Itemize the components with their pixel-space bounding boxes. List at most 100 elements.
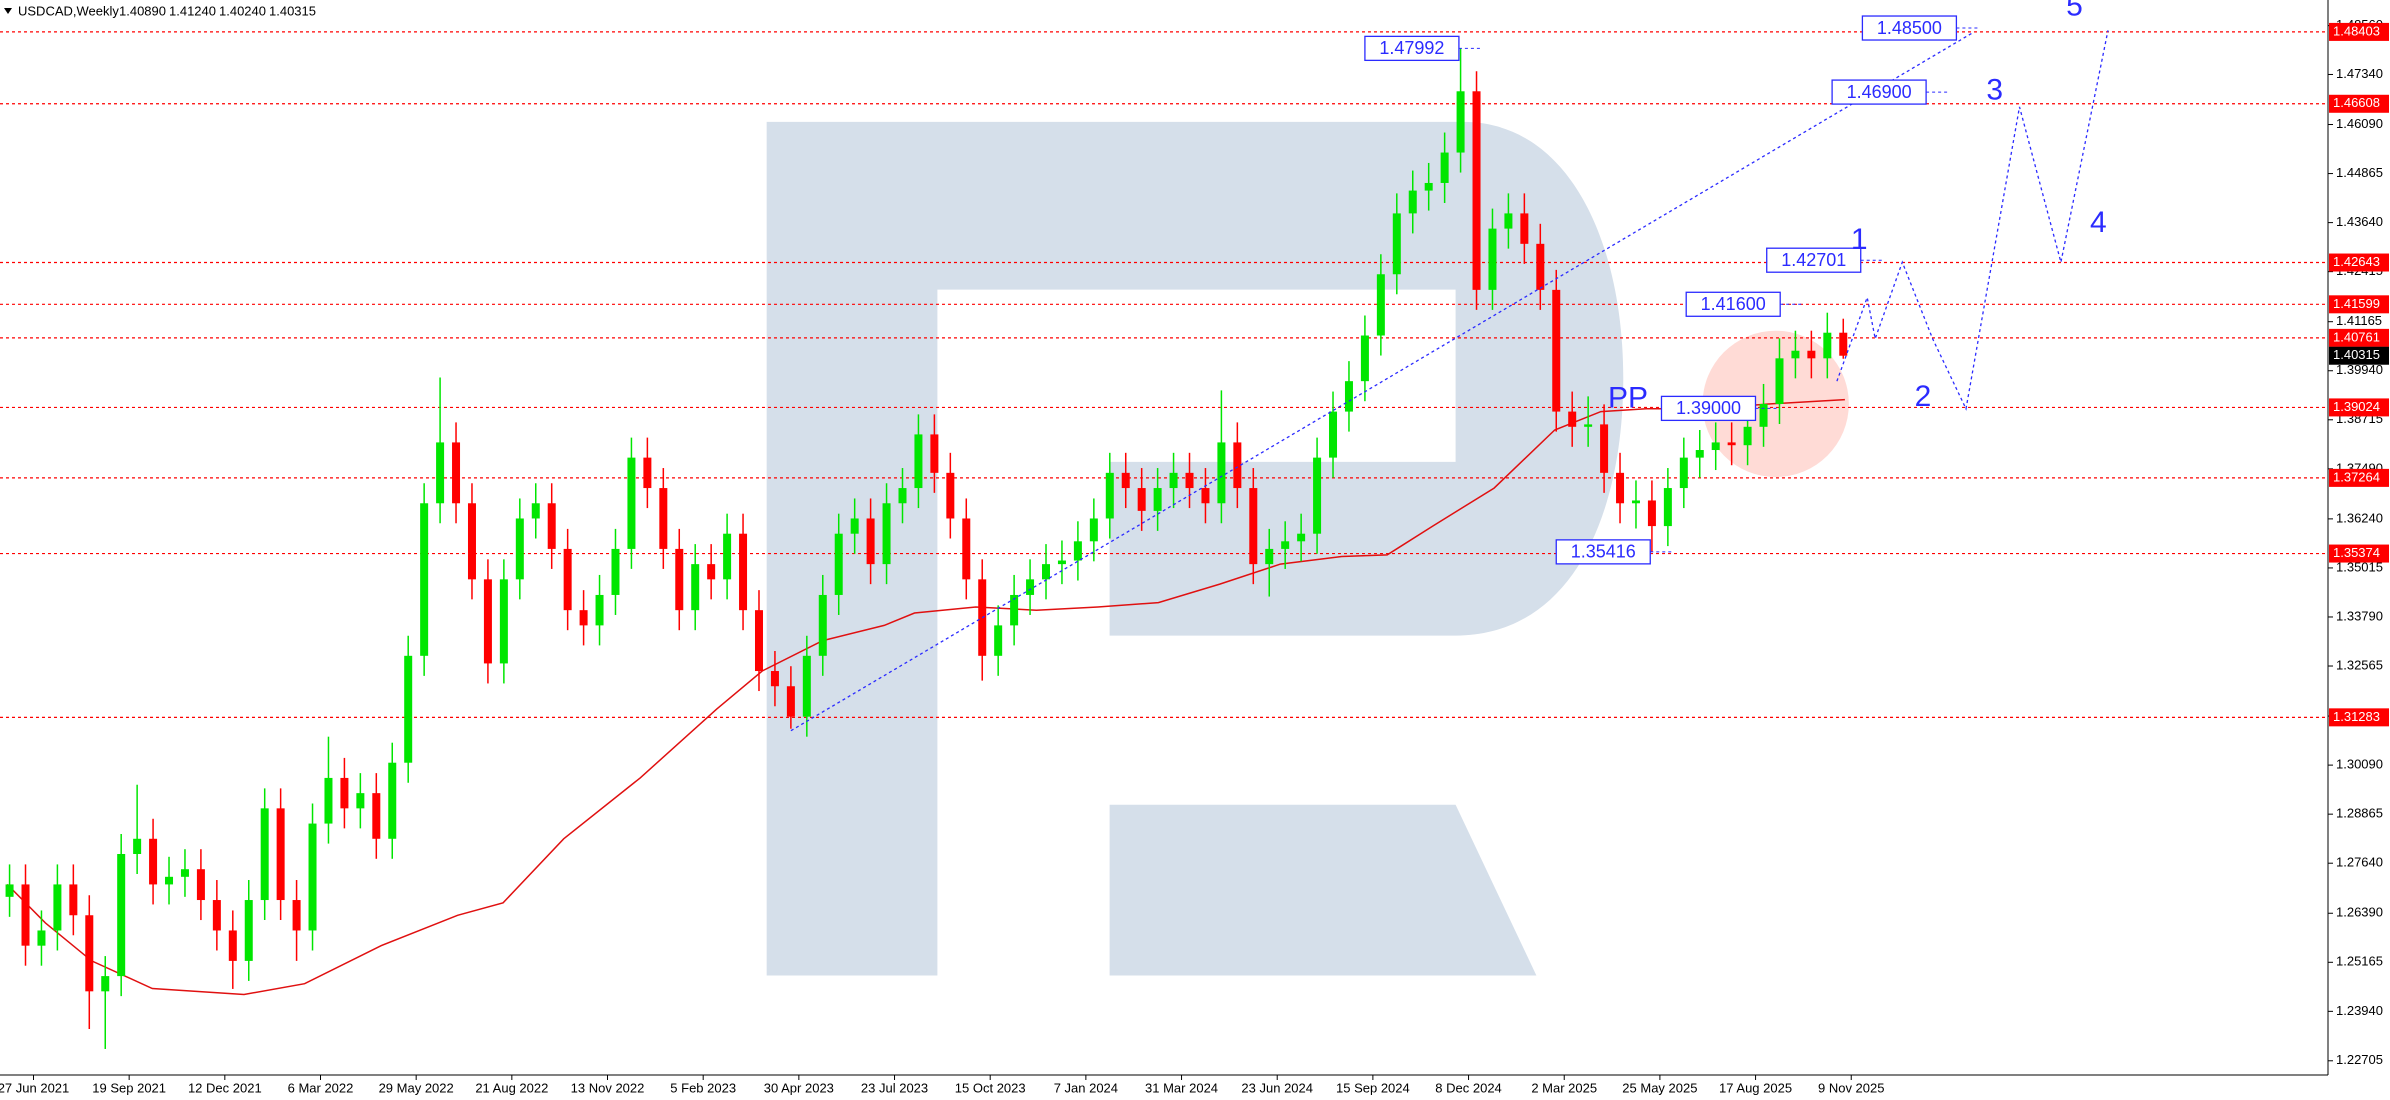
x-tick-label: 12 Dec 2021 [188, 1080, 262, 1095]
candle-body [69, 884, 78, 916]
candle-body [1026, 579, 1035, 595]
x-tick-label: 5 Feb 2023 [670, 1080, 736, 1095]
candle-body [802, 655, 811, 717]
candle-body [563, 548, 572, 611]
x-tick-label: 9 Nov 2025 [1818, 1080, 1885, 1095]
current-price-box [2329, 346, 2389, 365]
candle-body [834, 533, 843, 595]
candle-body [707, 564, 716, 580]
wave-label: 3 [1986, 74, 2003, 107]
y-tick-label: 1.30090 [2336, 757, 2383, 772]
y-tick-label: 1.22705 [2336, 1052, 2383, 1067]
price-label-box [1831, 79, 1927, 105]
candle-body [1169, 472, 1178, 489]
candle-body [1073, 541, 1082, 561]
price-label: 1.48500 [1877, 18, 1942, 38]
candle-body [483, 579, 492, 664]
candle-body [5, 884, 14, 897]
x-tick-label: 29 May 2022 [379, 1080, 454, 1095]
candle-body [1313, 457, 1322, 534]
price-label: 1.42701 [1781, 250, 1846, 270]
y-tick-label: 1.39940 [2336, 362, 2383, 377]
candle-body [180, 869, 189, 877]
level-label: 1.40761 [2333, 329, 2380, 344]
y-tick-label: 1.35015 [2336, 559, 2383, 574]
candle-body [324, 777, 333, 824]
pivot-label: PP [1608, 381, 1648, 414]
candle-body [962, 518, 971, 580]
candle-body [627, 457, 636, 549]
y-tick-label: 1.25165 [2336, 954, 2383, 969]
candle-body [499, 579, 508, 664]
candle-body [914, 434, 923, 489]
candle-body [659, 488, 668, 549]
price-label-box [1861, 15, 1958, 41]
candle-body [1647, 500, 1656, 527]
candle-body [531, 503, 540, 519]
y-tick-label: 1.46090 [2336, 116, 2383, 131]
candle-body [1121, 472, 1130, 489]
x-tick-label: 7 Jan 2024 [1054, 1080, 1118, 1095]
candle-body [276, 808, 285, 901]
wave-label: 2 [1915, 380, 1932, 413]
wave-label: 5 [2066, 0, 2083, 23]
wave-label: 4 [2090, 206, 2107, 239]
level-label: 1.48403 [2333, 23, 2380, 38]
candle-body [611, 548, 620, 595]
candle-body [723, 533, 732, 580]
candle-body [1631, 500, 1640, 504]
y-tick-label: 1.27640 [2336, 855, 2383, 870]
candle-body [1791, 350, 1800, 359]
candle-body [770, 671, 779, 687]
level-label-box [2329, 295, 2389, 314]
candle-body [1711, 442, 1720, 451]
candle-body [1743, 426, 1752, 446]
candle-body [1568, 411, 1577, 427]
candle-body [1663, 488, 1672, 527]
y-tick-label: 1.36240 [2336, 510, 2383, 525]
candle-body [1057, 560, 1066, 565]
price-label: 1.47992 [1379, 38, 1444, 58]
candle-body [1360, 335, 1369, 382]
price-label: 1.39000 [1676, 398, 1741, 418]
x-tick-label: 8 Dec 2024 [1435, 1080, 1502, 1095]
price-label: 1.46900 [1847, 82, 1912, 102]
header-value: 1.41240 [169, 3, 216, 18]
candle-body [1504, 213, 1513, 229]
candle-body [1679, 457, 1688, 489]
candle-body [1217, 442, 1226, 504]
candle-body [994, 625, 1003, 656]
level-label: 1.46608 [2333, 95, 2380, 110]
forecast-path [1836, 30, 2109, 411]
candle-body [1536, 243, 1545, 290]
symbol-title: USDCAD,Weekly [18, 3, 119, 18]
candle-body [1265, 548, 1274, 565]
candle-body [1807, 350, 1816, 359]
candle-body [1392, 213, 1401, 275]
x-tick-label: 15 Sep 2024 [1336, 1080, 1410, 1095]
level-label-box [2329, 94, 2389, 113]
candle-body [1727, 442, 1736, 446]
candle-body [1137, 488, 1146, 511]
candle-body [244, 900, 253, 961]
y-tick-label: 1.26390 [2336, 905, 2383, 920]
candle-body [292, 900, 301, 931]
candle-body [212, 900, 221, 931]
candle-body [1839, 332, 1848, 356]
candle-body [1552, 289, 1561, 412]
candle-body [133, 838, 142, 854]
candle-body [388, 762, 397, 839]
y-tick-label: 1.47340 [2336, 66, 2383, 81]
candle-body [1759, 403, 1768, 427]
candle-body [882, 503, 891, 565]
x-tick-label: 31 Mar 2024 [1145, 1080, 1218, 1095]
level-label: 1.31283 [2333, 709, 2380, 724]
candle-body [579, 610, 588, 626]
candle-body [1584, 424, 1593, 427]
header-value: 1.40890 [119, 3, 166, 18]
candle-body [515, 518, 524, 580]
price-label-box [1685, 291, 1781, 317]
x-tick-label: 6 Mar 2022 [288, 1080, 354, 1095]
level-label-box [2329, 398, 2389, 417]
moving-average [6, 398, 1845, 996]
